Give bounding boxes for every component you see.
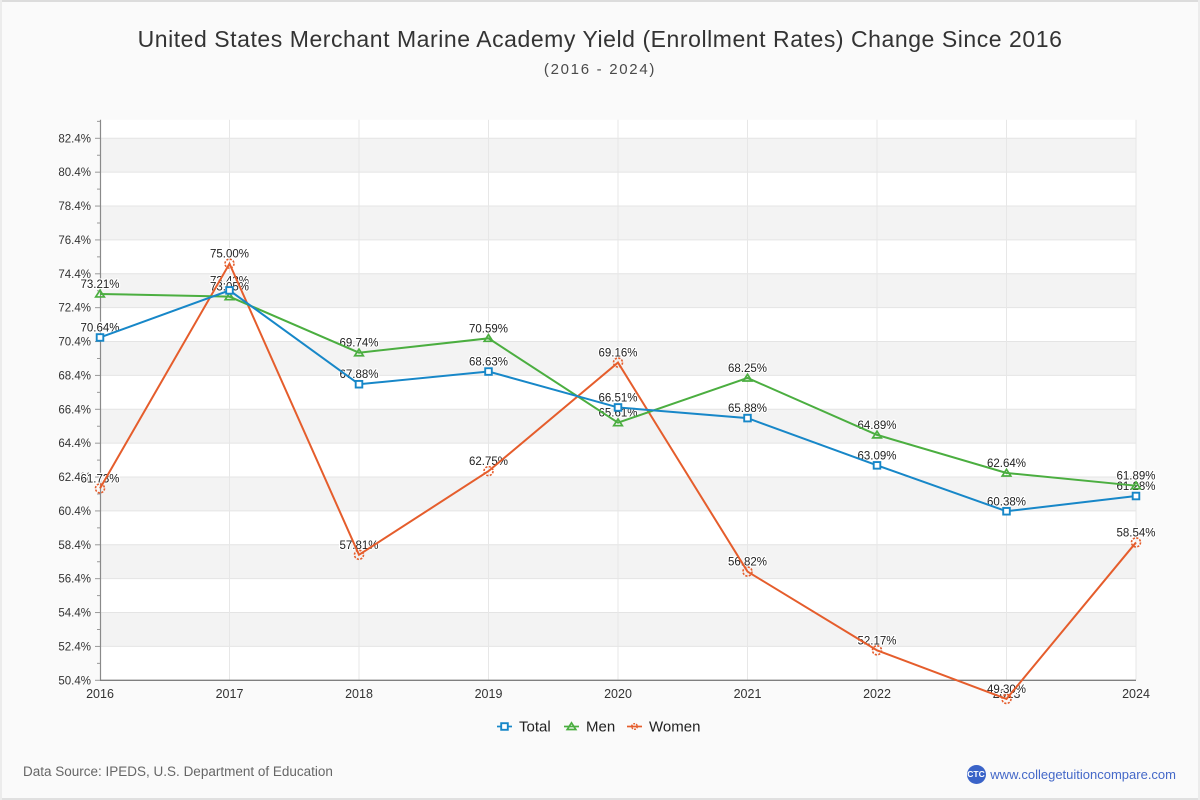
svg-text:70.64%: 70.64% [80,322,119,334]
svg-text:65.88%: 65.88% [728,403,767,415]
svg-text:68.63%: 68.63% [469,357,508,369]
svg-text:2021: 2021 [734,687,762,701]
svg-text:82.4%: 82.4% [58,133,91,145]
svg-text:74.4%: 74.4% [58,269,91,281]
svg-text:75.00%: 75.00% [210,249,249,261]
svg-text:62.75%: 62.75% [469,456,508,468]
svg-text:66.4%: 66.4% [58,404,91,416]
svg-text:56.82%: 56.82% [728,557,767,569]
svg-text:62.64%: 62.64% [987,458,1026,470]
svg-text:58.4%: 58.4% [58,540,91,552]
svg-text:60.38%: 60.38% [987,496,1026,508]
svg-text:80.4%: 80.4% [58,167,91,179]
svg-text:70.59%: 70.59% [469,323,508,335]
svg-text:54.4%: 54.4% [58,608,91,620]
svg-text:2019: 2019 [475,687,503,701]
svg-text:61.73%: 61.73% [80,473,119,485]
svg-text:2020: 2020 [604,687,632,701]
svg-text:73.21%: 73.21% [80,279,119,291]
svg-text:Men: Men [586,719,615,736]
svg-text:69.16%: 69.16% [598,348,637,360]
svg-text:61.89%: 61.89% [1116,471,1155,483]
svg-text:72.4%: 72.4% [58,303,91,315]
svg-text:64.4%: 64.4% [58,438,91,450]
svg-text:56.4%: 56.4% [58,574,91,586]
svg-text:2016: 2016 [86,687,114,701]
svg-text:62.4%: 62.4% [58,472,91,484]
svg-text:2018: 2018 [345,687,373,701]
svg-text:67.88%: 67.88% [339,369,378,381]
svg-text:63.09%: 63.09% [857,450,896,462]
svg-text:Total: Total [519,719,551,736]
svg-text:68.25%: 68.25% [728,363,767,375]
svg-text:66.51%: 66.51% [598,392,637,404]
svg-text:Women: Women [649,719,700,736]
svg-text:76.4%: 76.4% [58,235,91,247]
svg-text:78.4%: 78.4% [58,201,91,213]
svg-text:52.4%: 52.4% [58,641,91,653]
svg-text:68.4%: 68.4% [58,370,91,382]
svg-text:58.54%: 58.54% [1116,527,1155,539]
svg-text:2017: 2017 [216,687,244,701]
svg-text:50.4%: 50.4% [58,675,91,687]
svg-text:70.4%: 70.4% [58,337,91,349]
svg-text:60.4%: 60.4% [58,506,91,518]
svg-text:2024: 2024 [1122,687,1150,701]
svg-text:2022: 2022 [863,687,891,701]
